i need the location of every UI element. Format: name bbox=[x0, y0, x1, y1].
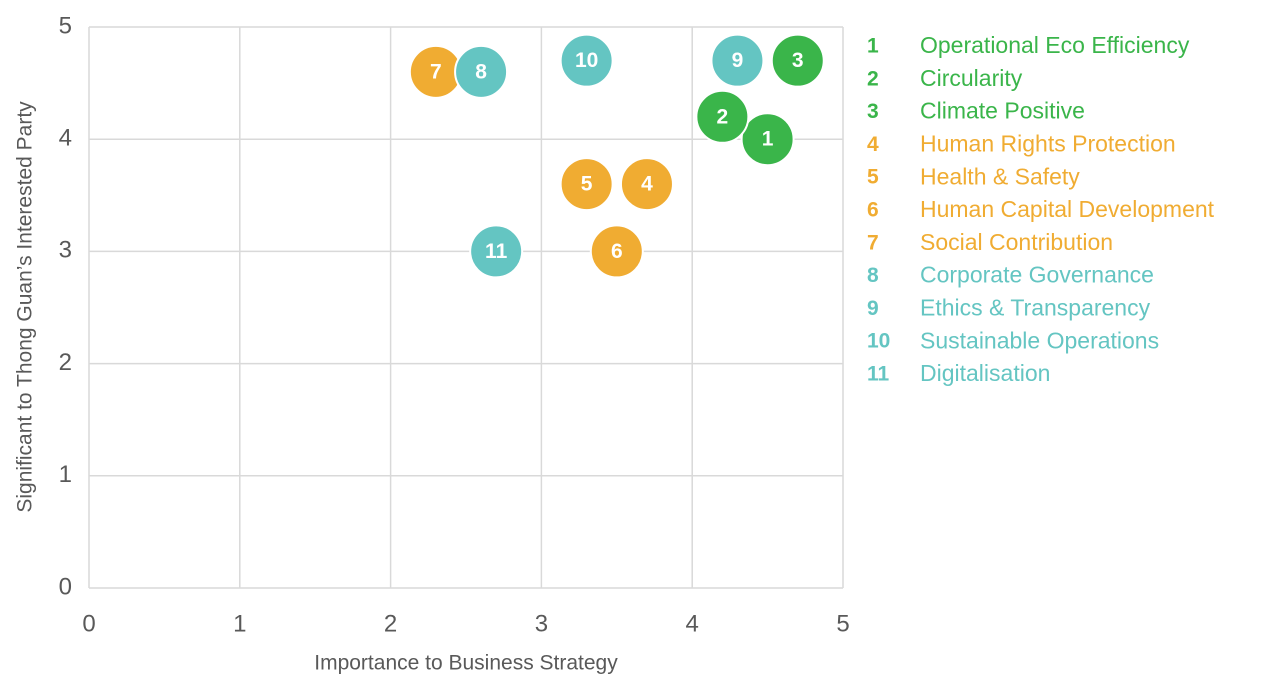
legend-label: Health & Safety bbox=[920, 163, 1080, 189]
bubble bbox=[695, 89, 750, 144]
bubble bbox=[619, 157, 674, 212]
x-tick-label: 5 bbox=[836, 610, 849, 637]
point-label: 10 bbox=[575, 49, 598, 72]
legend-label: Social Contribution bbox=[920, 229, 1113, 255]
bubble bbox=[559, 157, 614, 212]
bubble bbox=[710, 33, 765, 88]
point-label: 8 bbox=[475, 60, 487, 83]
x-tick-label: 3 bbox=[535, 610, 548, 637]
y-tick-label: 2 bbox=[59, 349, 72, 376]
bubble bbox=[454, 44, 509, 99]
point-label: 6 bbox=[611, 240, 623, 263]
legend-number: 3 bbox=[867, 100, 879, 123]
bubble bbox=[740, 112, 795, 167]
bubble bbox=[469, 224, 524, 279]
point-label: 11 bbox=[485, 240, 508, 263]
y-tick-label: 4 bbox=[59, 125, 72, 152]
legend-label: Circularity bbox=[920, 65, 1023, 91]
point-label: 2 bbox=[717, 105, 729, 128]
y-tick-label: 5 bbox=[59, 12, 72, 39]
legend-label: Human Capital Development bbox=[920, 196, 1215, 222]
legend-label: Climate Positive bbox=[920, 98, 1085, 124]
point-label: 3 bbox=[792, 49, 804, 72]
legend-label: Digitalisation bbox=[920, 360, 1050, 386]
y-tick-label: 3 bbox=[59, 237, 72, 264]
legend-number: 8 bbox=[867, 264, 879, 287]
point-label: 9 bbox=[732, 49, 744, 72]
y-axis-title: Significant to Thong Guan’s Interested P… bbox=[14, 101, 37, 513]
legend-label: Ethics & Transparency bbox=[920, 294, 1151, 320]
y-tick-label: 1 bbox=[59, 461, 72, 488]
y-tick-label: 0 bbox=[59, 573, 72, 600]
point-label: 5 bbox=[581, 173, 593, 196]
point-label: 4 bbox=[641, 173, 653, 196]
point-label: 1 bbox=[762, 128, 774, 151]
x-axis-title: Importance to Business Strategy bbox=[314, 652, 618, 675]
point-label: 7 bbox=[430, 60, 442, 83]
x-tick-label: 4 bbox=[686, 610, 699, 637]
legend-label: Human Rights Protection bbox=[920, 130, 1176, 156]
legend-number: 9 bbox=[867, 297, 879, 320]
x-tick-label: 0 bbox=[82, 610, 95, 637]
legend-number: 4 bbox=[867, 133, 879, 156]
bubble bbox=[559, 33, 614, 88]
bubble bbox=[589, 224, 644, 279]
x-tick-label: 2 bbox=[384, 610, 397, 637]
legend-label: Corporate Governance bbox=[920, 262, 1154, 288]
bubble bbox=[770, 33, 825, 88]
legend-number: 1 bbox=[867, 35, 879, 58]
legend-label: Sustainable Operations bbox=[920, 327, 1159, 353]
legend-number: 11 bbox=[867, 363, 890, 386]
legend-number: 2 bbox=[867, 67, 879, 90]
legend-number: 5 bbox=[867, 166, 879, 189]
legend-label: Operational Eco Efficiency bbox=[920, 32, 1190, 58]
legend-number: 6 bbox=[867, 199, 879, 222]
legend-number: 7 bbox=[867, 231, 879, 254]
x-tick-label: 1 bbox=[233, 610, 246, 637]
legend-number: 10 bbox=[867, 330, 890, 353]
